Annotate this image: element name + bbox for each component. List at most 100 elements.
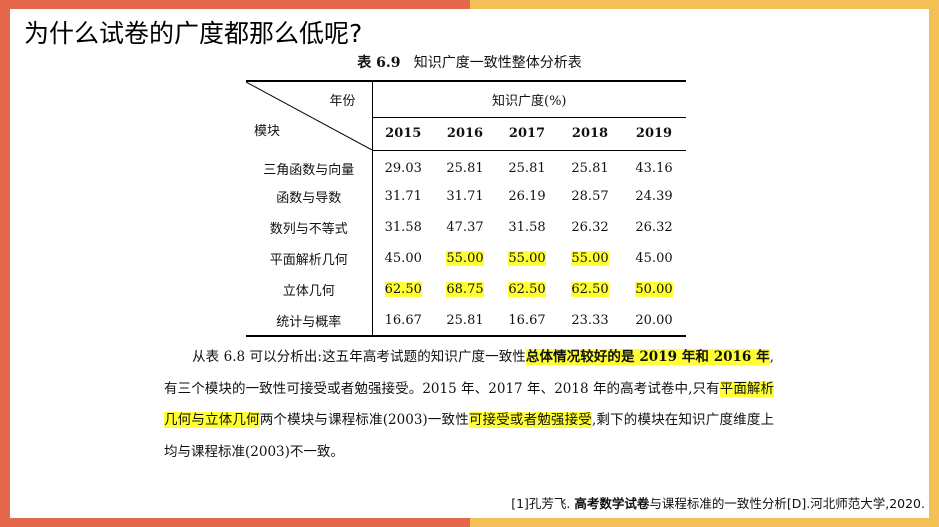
para-text-4: ,剩下的模块在知识广度维度上均与课程标准(2003)不一致。 — [164, 412, 775, 460]
value-text: 28.57 — [571, 189, 609, 204]
value-text: 25.81 — [446, 312, 484, 328]
table-corner-cell: 年份 模块 — [246, 80, 373, 150]
frame-left — [0, 0, 10, 527]
value-text: 68.75 — [446, 282, 484, 297]
value-cell: 16.67 — [496, 305, 558, 337]
table-caption-label: 表 6.9 — [357, 55, 401, 71]
module-cell: 函数与导数 — [246, 181, 373, 212]
value-cell: 25.81 — [496, 150, 558, 181]
table-body: 三角函数与向量 29.03 25.81 25.81 25.81 43.16 函数与导数 31.… — [246, 150, 686, 337]
value-cell: 26.32 — [558, 212, 622, 243]
value-cell: 26.19 — [496, 181, 558, 212]
value-text: 25.81 — [508, 161, 546, 177]
year-header: 2016 — [434, 117, 496, 151]
module-cell: 立体几何 — [246, 274, 373, 305]
para-highlight-2: 和 2016 年 — [695, 349, 770, 365]
value-text: 31.58 — [384, 220, 422, 235]
value-cell: 62.50 — [496, 274, 558, 305]
value-text: 62.50 — [508, 282, 546, 297]
value-text: 50.00 — [635, 282, 673, 297]
module-cell: 平面解析几何 — [246, 243, 373, 274]
value-cell: 24.39 — [622, 181, 686, 212]
value-text: 26.32 — [635, 220, 673, 235]
group-header: 知识广度(%) — [372, 80, 686, 119]
value-cell: 29.03 — [372, 150, 434, 181]
frame-bottom-right — [470, 518, 939, 527]
table-row: 函数与导数 31.71 31.71 26.19 28.57 24.39 — [246, 181, 686, 212]
analysis-paragraph: 从表 6.8 可以分析出:这五年高考试题的知识广度一致性总体情况较好的是 201… — [164, 342, 775, 468]
year-header: 2019 — [622, 117, 686, 151]
slide-title: 为什么试卷的广度都那么低呢? — [24, 19, 363, 48]
value-text: 29.03 — [384, 161, 422, 177]
table-row: 数列与不等式 31.58 47.37 31.58 26.32 26.32 — [246, 212, 686, 243]
value-cell: 50.00 — [622, 274, 686, 305]
value-text: 31.71 — [446, 189, 484, 204]
value-text: 47.37 — [446, 220, 484, 235]
value-cell: 26.32 — [622, 212, 686, 243]
para-text-1: 从表 6.8 可以分析出:这五年高考试题的知识广度一致性 — [192, 349, 526, 365]
module-cell: 数列与不等式 — [246, 212, 373, 243]
frame-top-left — [0, 0, 470, 9]
value-text: 16.67 — [508, 312, 546, 328]
value-cell: 68.75 — [434, 274, 496, 305]
table-row: 统计与概率 16.67 25.81 16.67 23.33 20.00 — [246, 305, 686, 337]
value-text: 55.00 — [446, 251, 484, 266]
value-cell: 31.71 — [372, 181, 434, 212]
table-caption-text: 知识广度一致性整体分析表 — [413, 55, 582, 71]
para-text-2: ,有三个模块的一致性可接受或者勉强接受。2015 年、2017 年、2018 年… — [164, 349, 774, 397]
value-text: 24.39 — [635, 189, 673, 204]
value-text: 43.16 — [635, 161, 673, 177]
value-cell: 25.81 — [434, 305, 496, 337]
value-text: 26.32 — [571, 220, 609, 235]
value-text: 20.00 — [635, 312, 673, 328]
value-text: 62.50 — [384, 282, 422, 297]
value-cell: 55.00 — [496, 243, 558, 274]
reference-prefix: [1]孔芳飞. — [511, 496, 575, 511]
value-text: 16.67 — [384, 312, 422, 328]
corner-diagonal — [246, 82, 372, 150]
value-text: 25.81 — [446, 161, 484, 177]
value-cell: 25.81 — [434, 150, 496, 181]
module-cell: 统计与概率 — [246, 305, 373, 337]
year-header: 2018 — [558, 117, 622, 151]
para-highlight-1: 总体情况较好的是 2019 年 — [525, 349, 696, 365]
breadth-table: 年份 模块 知识广度(%) 2015 2016 2017 2018 2019 三… — [246, 80, 686, 337]
value-cell: 47.37 — [434, 212, 496, 243]
frame-top-right — [470, 0, 939, 9]
corner-label-year: 年份 — [329, 94, 356, 109]
value-cell: 43.16 — [622, 150, 686, 181]
reference-bold: 高考数学试卷 — [574, 496, 650, 511]
year-header: 2015 — [372, 117, 434, 151]
module-cell: 三角函数与向量 — [246, 150, 373, 181]
value-text: 55.00 — [508, 251, 546, 266]
value-cell: 62.50 — [558, 274, 622, 305]
frame-right — [929, 0, 939, 527]
value-cell: 23.33 — [558, 305, 622, 337]
value-text: 26.19 — [508, 189, 546, 204]
value-text: 23.33 — [571, 312, 609, 328]
frame-bottom-left — [0, 518, 470, 527]
value-text: 25.81 — [571, 161, 609, 177]
corner-label-module: 模块 — [254, 124, 281, 139]
value-cell: 16.67 — [372, 305, 434, 337]
value-text: 45.00 — [384, 251, 422, 266]
table-row: 三角函数与向量 29.03 25.81 25.81 25.81 43.16 — [246, 150, 686, 181]
value-cell: 55.00 — [558, 243, 622, 274]
value-cell: 25.81 — [558, 150, 622, 181]
reference-suffix: 与课程标准的一致性分析[D].河北师范大学,2020. — [649, 496, 925, 511]
value-cell: 45.00 — [622, 243, 686, 274]
value-text: 55.00 — [571, 251, 609, 266]
value-cell: 31.58 — [372, 212, 434, 243]
table-row: 立体几何 62.50 68.75 62.50 62.50 50.00 — [246, 274, 686, 305]
value-cell: 20.00 — [622, 305, 686, 337]
value-text: 45.00 — [635, 251, 673, 266]
value-text: 62.50 — [571, 282, 609, 297]
table-row: 平面解析几何 45.00 55.00 55.00 55.00 45.00 — [246, 243, 686, 274]
value-text: 31.71 — [384, 189, 422, 204]
value-cell: 55.00 — [434, 243, 496, 274]
year-header: 2017 — [496, 117, 558, 151]
para-text-3: 两个模块与课程标准(2003)一致性 — [259, 412, 469, 428]
value-cell: 45.00 — [372, 243, 434, 274]
para-highlight-4: 可接受或者勉强接受 — [468, 412, 592, 428]
value-cell: 28.57 — [558, 181, 622, 212]
